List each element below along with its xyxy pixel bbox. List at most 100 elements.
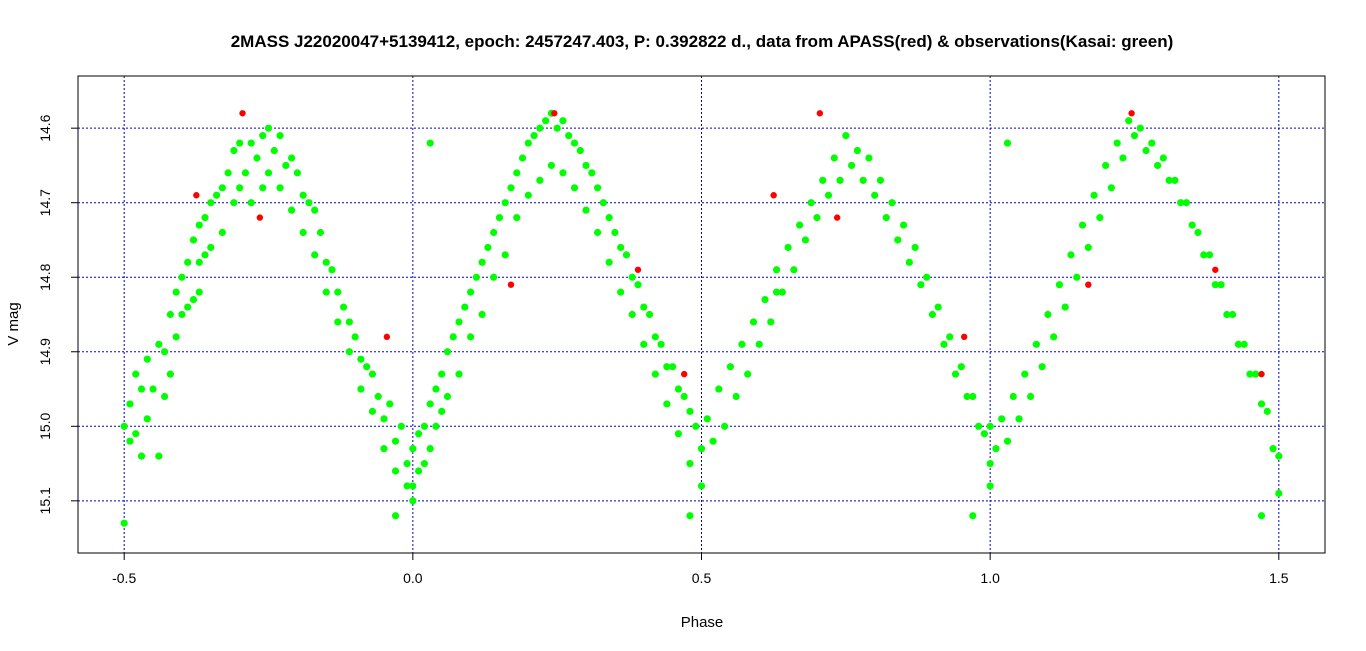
kasai-point (726, 363, 734, 371)
kasai-point (830, 154, 838, 162)
apass-point (256, 214, 264, 221)
y-tick-label: 14.9 (37, 338, 53, 365)
kasai-point (484, 243, 492, 252)
kasai-point (207, 199, 215, 207)
kasai-point (553, 124, 561, 132)
kasai-point (617, 288, 625, 296)
kasai-point (478, 310, 486, 319)
x-axis-label: Phase (681, 614, 724, 631)
y-tick-label: 14.8 (37, 263, 53, 290)
kasai-point (1275, 452, 1283, 460)
kasai-point (570, 184, 579, 192)
kasai-point (1234, 340, 1243, 348)
kasai-point (703, 415, 711, 423)
kasai-point (155, 340, 163, 348)
apass-point (193, 192, 200, 199)
kasai-point (466, 333, 475, 341)
kasai-point (513, 214, 521, 222)
kasai-point (160, 348, 169, 356)
kasai-point (432, 385, 440, 393)
y-tick-label: 15.0 (37, 412, 53, 439)
kasai-point (345, 318, 353, 326)
y-tick-label: 14.7 (37, 189, 53, 216)
kasai-point (334, 288, 342, 296)
kasai-point (697, 482, 706, 490)
kasai-point (986, 482, 994, 490)
kasai-point (888, 199, 896, 207)
kasai-point (744, 370, 752, 378)
kasai-point (443, 392, 452, 401)
kasai-point (490, 228, 498, 237)
kasai-point (386, 400, 394, 408)
kasai-point (270, 146, 278, 155)
kasai-point (894, 236, 902, 244)
kasai-point (686, 407, 694, 415)
kasai-point (1275, 489, 1283, 497)
kasai-point (172, 333, 180, 341)
kasai-point (230, 199, 238, 207)
kasai-point (403, 459, 411, 468)
kasai-point (651, 333, 659, 341)
kasai-point (524, 191, 532, 199)
chart-title: 2MASS J22020047+5139412, epoch: 2457247.… (231, 32, 1174, 51)
kasai-point (420, 459, 428, 468)
kasai-point (559, 117, 567, 125)
kasai-point (293, 169, 301, 177)
kasai-point (334, 318, 342, 326)
kasai-point (380, 445, 388, 453)
x-tick-label: 0.0 (403, 570, 423, 586)
apass-point (680, 370, 688, 378)
kasai-point (305, 199, 313, 207)
kasai-point (1257, 400, 1266, 408)
kasai-point (426, 139, 434, 147)
kasai-point (172, 288, 180, 296)
y-tick-label: 15.1 (37, 487, 53, 514)
kasai-point (767, 318, 775, 326)
kasai-point (1107, 184, 1115, 192)
kasai-point (963, 392, 971, 401)
kasai-point (1177, 199, 1185, 207)
kasai-point (478, 258, 486, 266)
apass-point (1128, 110, 1135, 117)
kasai-point (1003, 139, 1012, 147)
kasai-point (363, 363, 371, 371)
kasai-point (426, 400, 434, 408)
kasai-point (1130, 132, 1139, 140)
kasai-point (328, 266, 336, 274)
kasai-point (397, 422, 405, 430)
kasai-point (357, 355, 365, 363)
kasai-point (259, 132, 267, 140)
kasai-point (282, 161, 290, 170)
kasai-point (1188, 221, 1196, 229)
kasai-point (980, 430, 988, 438)
kasai-point (1229, 310, 1237, 319)
kasai-point (495, 214, 504, 222)
kasai-point (640, 340, 648, 348)
kasai-point (288, 154, 296, 162)
kasai-point (184, 258, 192, 266)
kasai-point (1015, 415, 1023, 423)
kasai-point (166, 310, 174, 319)
kasai-point (195, 288, 203, 296)
kasai-point (1136, 124, 1144, 132)
kasai-point (409, 497, 417, 505)
kasai-point (160, 392, 169, 401)
kasai-point (605, 258, 613, 266)
kasai-point (1217, 281, 1225, 289)
kasai-point (259, 184, 267, 192)
kasai-point (899, 221, 908, 229)
kasai-point (934, 303, 942, 311)
kasai-point (1044, 310, 1052, 319)
kasai-point (247, 199, 255, 207)
kasai-point (1194, 228, 1202, 237)
kasai-point (1153, 161, 1162, 170)
kasai-point (697, 445, 706, 453)
kasai-point (166, 370, 174, 378)
kasai-point (986, 459, 994, 468)
kasai-point (842, 132, 850, 140)
kasai-point (923, 273, 931, 281)
kasai-point (420, 422, 428, 430)
kasai-point (790, 266, 798, 274)
apass-point (833, 214, 841, 221)
kasai-point (617, 243, 625, 252)
